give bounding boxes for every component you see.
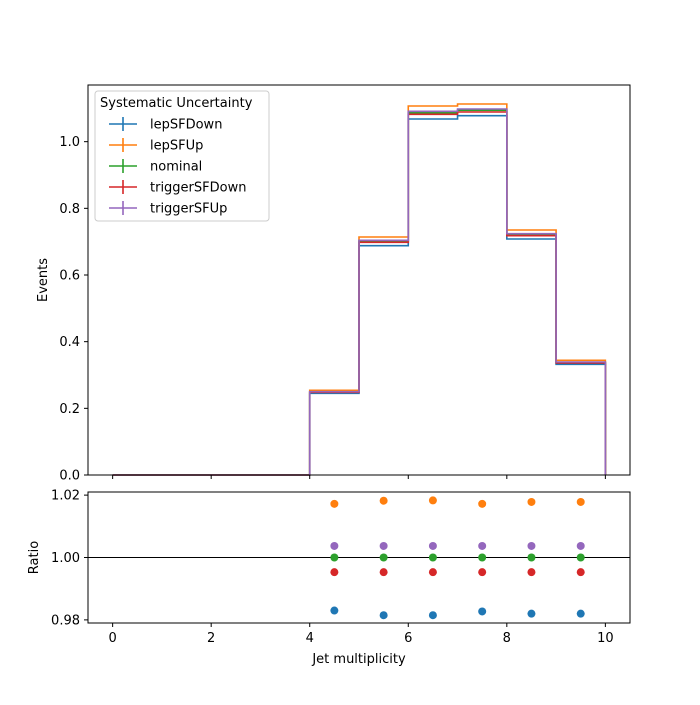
main-y-axis-label: Events [36,258,51,302]
ratio-y-axis-label: Ratio [27,541,42,574]
ratio-point-lepSFDown [428,611,437,620]
legend-item-triggerSFDown: triggerSFDown [109,180,246,196]
legend-label: triggerSFDown [150,181,246,196]
ratio-point-triggerSFDown [330,568,339,577]
ratio-point-nominal [379,553,388,562]
main-y-ticks: 0.0 0.2 0.4 0.6 0.8 1.0 [59,135,88,484]
ratio-point-nominal [576,553,585,562]
ratio-point-lepSFUp [576,497,585,506]
main-y-tick-label: 0.2 [59,402,80,417]
ratio-point-triggerSFUp [379,541,388,550]
ratio-point-triggerSFDown [428,568,437,577]
main-y-tick-label: 0.0 [59,469,80,484]
legend-box [94,90,270,222]
main-y-tick-label: 0.8 [59,202,80,217]
legend-label: nominal [150,160,202,175]
ratio-point-lepSFDown [527,609,536,618]
main-y-tick-label: 0.4 [59,335,80,350]
ratio-point-lepSFUp [478,499,487,508]
legend-label: lepSFUp [150,139,203,154]
x-tick-label: 2 [207,631,215,646]
legend-item-lepSFUp: lepSFUp [109,138,203,154]
ratio-point-lepSFDown [576,609,585,618]
ratio-plot-panel: 0.98 1.00 1.02 0 2 4 6 8 10 Ratio Jet multiplic… [27,489,631,667]
ratio-y-tick-label: 1.02 [51,489,80,504]
ratio-point-lepSFDown [379,611,388,620]
legend-title: Systematic Uncertainty [100,96,253,111]
ratio-point-lepSFUp [379,496,388,505]
main-y-tick-label: 0.6 [59,269,80,284]
ratio-points-group [330,496,585,620]
ratio-point-triggerSFDown [478,568,487,577]
legend-label: triggerSFUp [150,202,227,217]
ratio-point-triggerSFUp [576,541,585,550]
ratio-point-nominal [478,553,487,562]
x-tick-label: 4 [306,631,314,646]
ratio-axes-frame [87,491,631,624]
main-axes-frame [87,84,631,476]
ratio-point-triggerSFUp [330,541,339,550]
ratio-x-ticks: 0 2 4 6 8 10 [108,623,614,646]
ratio-point-nominal [330,553,339,562]
ratio-point-triggerSFUp [527,541,536,550]
ratio-point-triggerSFUp [478,541,487,550]
ratio-point-triggerSFDown [576,568,585,577]
x-axis-label: Jet multiplicity [311,652,406,667]
ratio-point-lepSFUp [330,499,339,508]
ratio-point-lepSFUp [428,496,437,505]
ratio-point-nominal [527,553,536,562]
main-y-tick-label: 1.0 [59,135,80,150]
legend-label: lepSFDown [150,118,222,133]
ratio-point-triggerSFDown [527,568,536,577]
legend-items: lepSFDown lepSFUp nominal triggerSFDown trig… [109,117,246,217]
main-plot-panel: 0.0 0.2 0.4 0.6 0.8 1.0 Events Systematic Unc… [36,84,631,484]
ratio-y-tick-label: 0.98 [51,613,80,628]
ratio-point-lepSFDown [330,606,339,615]
ratio-point-nominal [428,553,437,562]
ratio-y-ticks: 0.98 1.00 1.02 [51,489,88,628]
main-x-ticks [112,475,606,479]
legend-item-lepSFDown: lepSFDown [109,117,222,133]
legend-item-nominal: nominal [109,159,202,175]
legend-item-triggerSFUp: triggerSFUp [109,201,227,217]
ratio-point-triggerSFDown [379,568,388,577]
ratio-y-tick-label: 1.00 [51,551,80,566]
ratio-point-triggerSFUp [428,541,437,550]
x-tick-label: 0 [108,631,116,646]
ratio-point-lepSFUp [527,497,536,506]
ratio-point-lepSFDown [478,607,487,616]
legend: Systematic Uncertainty lepSFDown lepSFUp n… [94,90,270,222]
x-tick-label: 6 [404,631,412,646]
x-tick-label: 8 [503,631,511,646]
x-tick-label: 10 [597,631,614,646]
